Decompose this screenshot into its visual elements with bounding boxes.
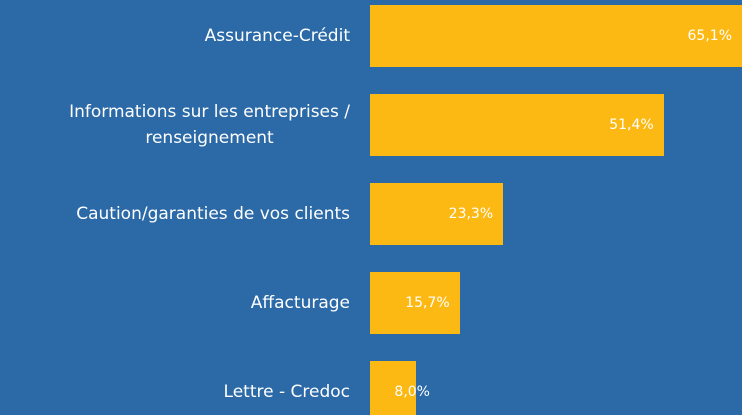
category-label: Informations sur les entreprises / rense… bbox=[69, 102, 350, 148]
value-label: 51,4% bbox=[609, 117, 654, 133]
category-label: Assurance-Crédit bbox=[204, 26, 350, 46]
value-label: 23,3% bbox=[448, 206, 494, 222]
bar bbox=[370, 361, 416, 415]
bar bbox=[370, 183, 504, 245]
bar bbox=[370, 272, 460, 334]
bar bbox=[370, 94, 664, 156]
value-label: 8,0% bbox=[394, 384, 430, 400]
category-label: Caution/garanties de vos clients bbox=[76, 204, 350, 224]
bar bbox=[370, 5, 742, 67]
category-label: Affacturage bbox=[250, 293, 350, 313]
value-label: 15,7% bbox=[405, 295, 450, 311]
value-label: 65,1% bbox=[687, 28, 732, 44]
category-label: Lettre - Credoc bbox=[223, 382, 350, 402]
